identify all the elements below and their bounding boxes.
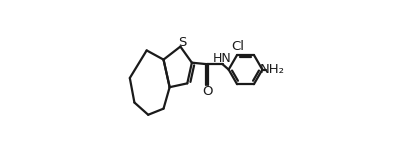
Text: NH₂: NH₂ <box>259 63 284 76</box>
Text: S: S <box>178 36 187 49</box>
Text: HN: HN <box>213 52 232 65</box>
Text: Cl: Cl <box>231 40 244 53</box>
Text: O: O <box>202 85 212 98</box>
